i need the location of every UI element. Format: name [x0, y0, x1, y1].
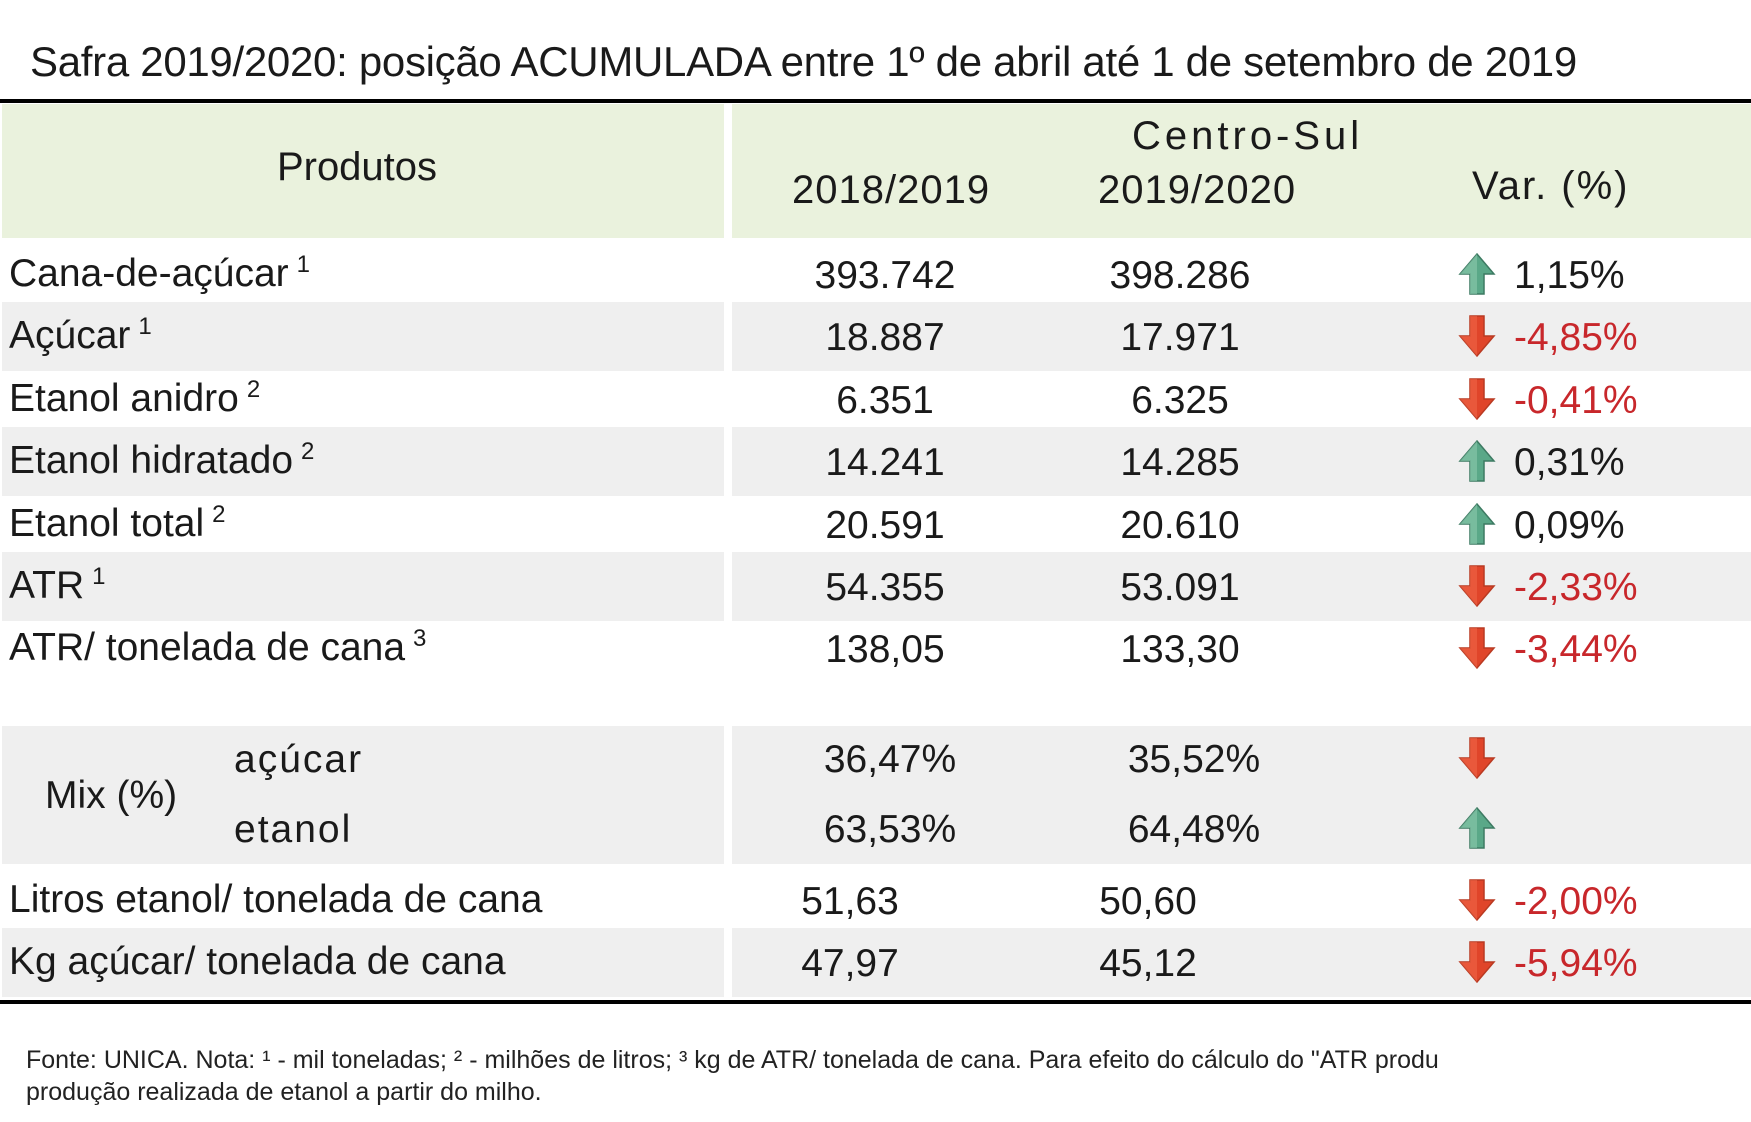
row-label: Etanol hidratado 2 — [9, 438, 315, 483]
table-row: Etanol anidro 2 6.351 6.325 -0,41% — [0, 365, 1751, 434]
value-2018: 51,63 — [801, 880, 899, 923]
mix-item-value-2018: 63,53% — [823, 808, 957, 851]
table-title: Safra 2019/2020: posição ACUMULADA entre… — [30, 38, 1577, 85]
trend-up-icon — [1458, 502, 1496, 545]
value-2018: 47,97 — [801, 942, 899, 986]
header-year-2019: 2019/2020 — [1098, 168, 1297, 212]
trend-down-icon — [1458, 737, 1496, 780]
trend-up-icon — [1458, 252, 1496, 295]
value-2019: 6.325 — [1131, 378, 1229, 422]
footnote-marker: 2 — [301, 438, 315, 466]
footnote-marker: 1 — [138, 313, 152, 341]
variation-value: -0,41% — [1514, 378, 1638, 422]
header-produtos: Produtos — [276, 144, 438, 189]
table-row: Litros etanol/ tonelada de cana 51,63 50,6… — [0, 866, 1751, 935]
variation-value: 0,31% — [1514, 441, 1625, 485]
header-variation: Var. (%) — [1472, 164, 1630, 208]
footnote-marker: 3 — [413, 625, 427, 653]
mix-item-value-2019: 35,52% — [1127, 738, 1261, 781]
variation-value: 1,15% — [1514, 254, 1625, 297]
table-row: ATR/ tonelada de cana 3 138,05 133,30 -3,44% — [0, 614, 1751, 683]
footnote-marker: 2 — [246, 375, 261, 403]
row-label: Kg açúcar/ tonelada de cana — [9, 940, 506, 984]
footnote-marker: 2 — [212, 500, 226, 528]
table-row: Açúcar 1 18.887 17.971 -4,85% — [0, 302, 1751, 372]
table-row: ATR 1 54.355 53.091 -2,33% — [0, 552, 1751, 621]
footnote-line: produção realizada de etanol a partir do… — [26, 1078, 542, 1106]
footnote-marker: 1 — [92, 563, 106, 590]
variation-value: -2,00% — [1514, 880, 1638, 923]
variation-value: -3,44% — [1514, 628, 1638, 672]
value-2018: 18.887 — [825, 316, 945, 360]
trend-down-icon — [1458, 378, 1496, 420]
value-2018: 393.742 — [814, 254, 956, 297]
row-label: Etanol anidro 2 — [9, 375, 261, 420]
row-label: ATR 1 — [9, 563, 106, 607]
value-2019: 45,12 — [1099, 942, 1197, 986]
mix-item-label: etanol — [234, 808, 353, 851]
value-2018: 138,05 — [825, 628, 945, 672]
variation-value: -2,33% — [1514, 566, 1638, 609]
trend-down-icon — [1458, 627, 1496, 670]
top-rule — [0, 99, 1751, 103]
trend-up-icon — [1458, 806, 1496, 849]
footnote: Fonte: UNICA. Nota: ¹ - mil toneladas; ²… — [26, 1044, 1506, 1108]
row-label: Açúcar 1 — [9, 313, 152, 358]
value-2018: 14.241 — [825, 441, 945, 485]
variation-value: -5,94% — [1514, 942, 1638, 986]
variation-value: -4,85% — [1514, 316, 1638, 360]
row-label: ATR/ tonelada de cana 3 — [9, 625, 427, 670]
trend-down-icon — [1458, 879, 1496, 922]
mix-item-label: açúcar — [234, 738, 364, 781]
header-region-cell: Centro-Sul 2018/2019 2019/2020 Var. (%) — [732, 104, 1751, 238]
value-2018: 20.591 — [825, 503, 945, 547]
value-2019: 133,30 — [1120, 628, 1240, 672]
mix-block: Mix (%) açúcar 36,47% 35,52% etanol 63,5… — [0, 726, 1751, 864]
footnote-line: Fonte: UNICA. Nota: ¹ - mil toneladas; ²… — [26, 1046, 1439, 1074]
trend-down-icon — [1458, 565, 1496, 608]
trend-down-icon — [1458, 941, 1496, 984]
footnote-marker: 1 — [296, 251, 311, 278]
row-label: Cana-de-açúcar 1 — [9, 251, 311, 295]
variation-value: 0,09% — [1514, 503, 1625, 547]
value-2019: 20.610 — [1120, 503, 1240, 547]
value-2019: 53.091 — [1120, 566, 1240, 609]
value-2019: 398.286 — [1109, 254, 1251, 297]
value-2019: 17.971 — [1120, 316, 1240, 360]
row-label: Etanol total 2 — [9, 500, 226, 545]
table-row: Etanol total 2 20.591 20.610 0,09% — [0, 490, 1751, 559]
mix-label: Mix (%) — [45, 774, 178, 817]
value-2018: 54.355 — [825, 566, 945, 609]
value-2019: 50,60 — [1099, 880, 1197, 923]
bottom-rule — [0, 1000, 1751, 1004]
trend-down-icon — [1458, 315, 1496, 358]
trend-up-icon — [1458, 440, 1496, 482]
value-2019: 14.285 — [1120, 441, 1240, 485]
mix-item-value-2018: 36,47% — [823, 738, 957, 781]
header-region: Centro-Sul — [1132, 114, 1364, 158]
header-produtos-cell: Produtos — [2, 104, 724, 238]
table-row: Etanol hidratado 2 14.241 14.285 0,31% — [0, 427, 1751, 497]
value-2018: 6.351 — [836, 378, 934, 422]
table-row: Cana-de-açúcar 1 393.742 398.286 1,15% — [0, 240, 1751, 309]
table-row: Kg açúcar/ tonelada de cana 47,97 45,12 -5,… — [0, 928, 1751, 998]
row-label: Litros etanol/ tonelada de cana — [9, 878, 543, 921]
mix-item-value-2019: 64,48% — [1127, 808, 1261, 851]
header-year-2018: 2018/2019 — [792, 168, 991, 212]
